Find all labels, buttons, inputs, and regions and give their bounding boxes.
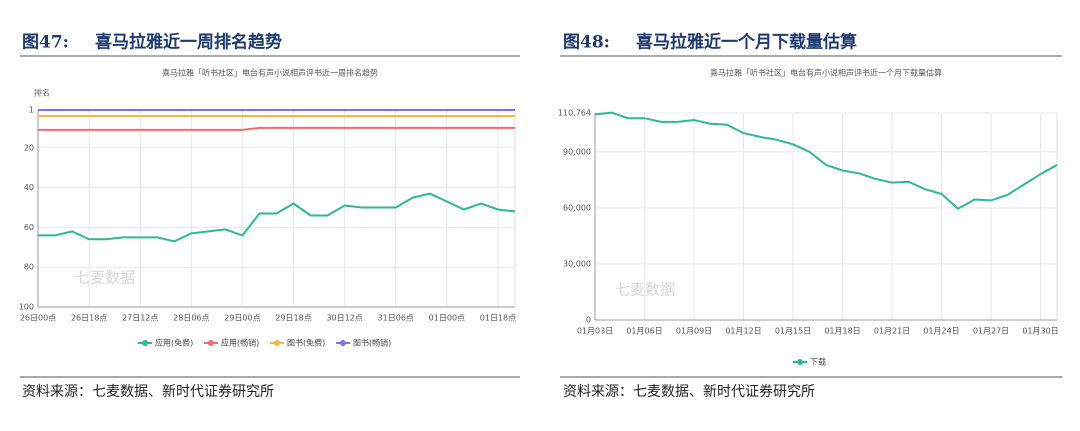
x-tick-label: 01月12日 [725, 327, 761, 336]
source: 资料来源：七麦数据、新时代证券研究所 [563, 384, 815, 400]
legend-label: 下载 [810, 357, 826, 367]
y-axis-label: 排名 [34, 88, 50, 98]
source: 资料来源：七麦数据、新时代证券研究所 [22, 384, 274, 400]
figure-label: 图47: [22, 33, 69, 53]
x-tick-label: 28日06点 [173, 314, 209, 323]
y-tick-label: 100 [19, 303, 34, 312]
x-tick-label: 29日18点 [275, 314, 311, 323]
y-tick-label: 80 [24, 263, 34, 272]
chart-title: 喜马拉雅「听书社区」电台有声小说相声评书近一个月下载量估算 [710, 68, 942, 78]
chart-title: 喜马拉雅「听书社区」电台有声小说相声评书近一周排名趋势 [162, 68, 378, 78]
legend-label: 图书(免费) [287, 338, 325, 348]
x-tick-label: 01月24日 [923, 327, 959, 336]
x-tick-label: 01月30日 [1022, 327, 1058, 336]
watermark: 七麦数据 [75, 269, 135, 287]
x-tick-label: 26日00点 [20, 314, 56, 323]
x-tick-label: 27日12点 [122, 314, 158, 323]
x-tick-label: 01月09日 [676, 327, 712, 336]
y-tick-label: 20 [24, 143, 34, 152]
x-tick-label: 26日18点 [71, 314, 107, 323]
x-tick-label: 01月18日 [824, 327, 860, 336]
y-tick-label: 110,764 [558, 109, 591, 118]
figure-title: 喜马拉雅近一个月下载量估算 [636, 32, 857, 53]
legend-marker [797, 359, 803, 365]
figure-title: 喜马拉雅近一周排名趋势 [95, 32, 282, 53]
x-tick-label: 29日00点 [224, 314, 260, 323]
y-tick-label: 60,000 [563, 203, 591, 212]
figure-label: 图48: [563, 33, 610, 53]
y-tick-label: 90,000 [563, 147, 591, 156]
x-tick-label: 01月06日 [626, 327, 662, 336]
legend-marker [208, 340, 214, 346]
series-line [38, 126, 515, 131]
x-tick-label: 01月21日 [874, 327, 910, 336]
x-tick-label: 01日00点 [429, 314, 465, 323]
x-tick-label: 01日18点 [480, 314, 516, 323]
legend-marker [274, 340, 280, 346]
x-tick-label: 01月15日 [775, 327, 811, 336]
watermark: 七麦数据 [615, 281, 675, 299]
x-tick-label: 30日12点 [326, 314, 362, 323]
legend-label: 图书(畅销) [353, 338, 391, 348]
legend-marker [142, 340, 148, 346]
y-tick-label: 40 [24, 183, 34, 192]
series-line [594, 111, 1058, 211]
series-line [38, 192, 516, 243]
y-tick-label: 0 [586, 316, 591, 325]
y-tick-label: 60 [24, 223, 34, 232]
legend-label: 应用(免费) [155, 338, 193, 348]
x-tick-label: 31日06点 [378, 314, 414, 323]
x-tick-label: 01月27日 [973, 327, 1009, 336]
y-tick-label: 30,000 [563, 259, 591, 268]
x-tick-label: 01月03日 [577, 327, 613, 336]
legend-label: 应用(畅销) [221, 338, 259, 348]
legend-marker [340, 340, 346, 346]
y-tick-label: 1 [29, 106, 34, 115]
